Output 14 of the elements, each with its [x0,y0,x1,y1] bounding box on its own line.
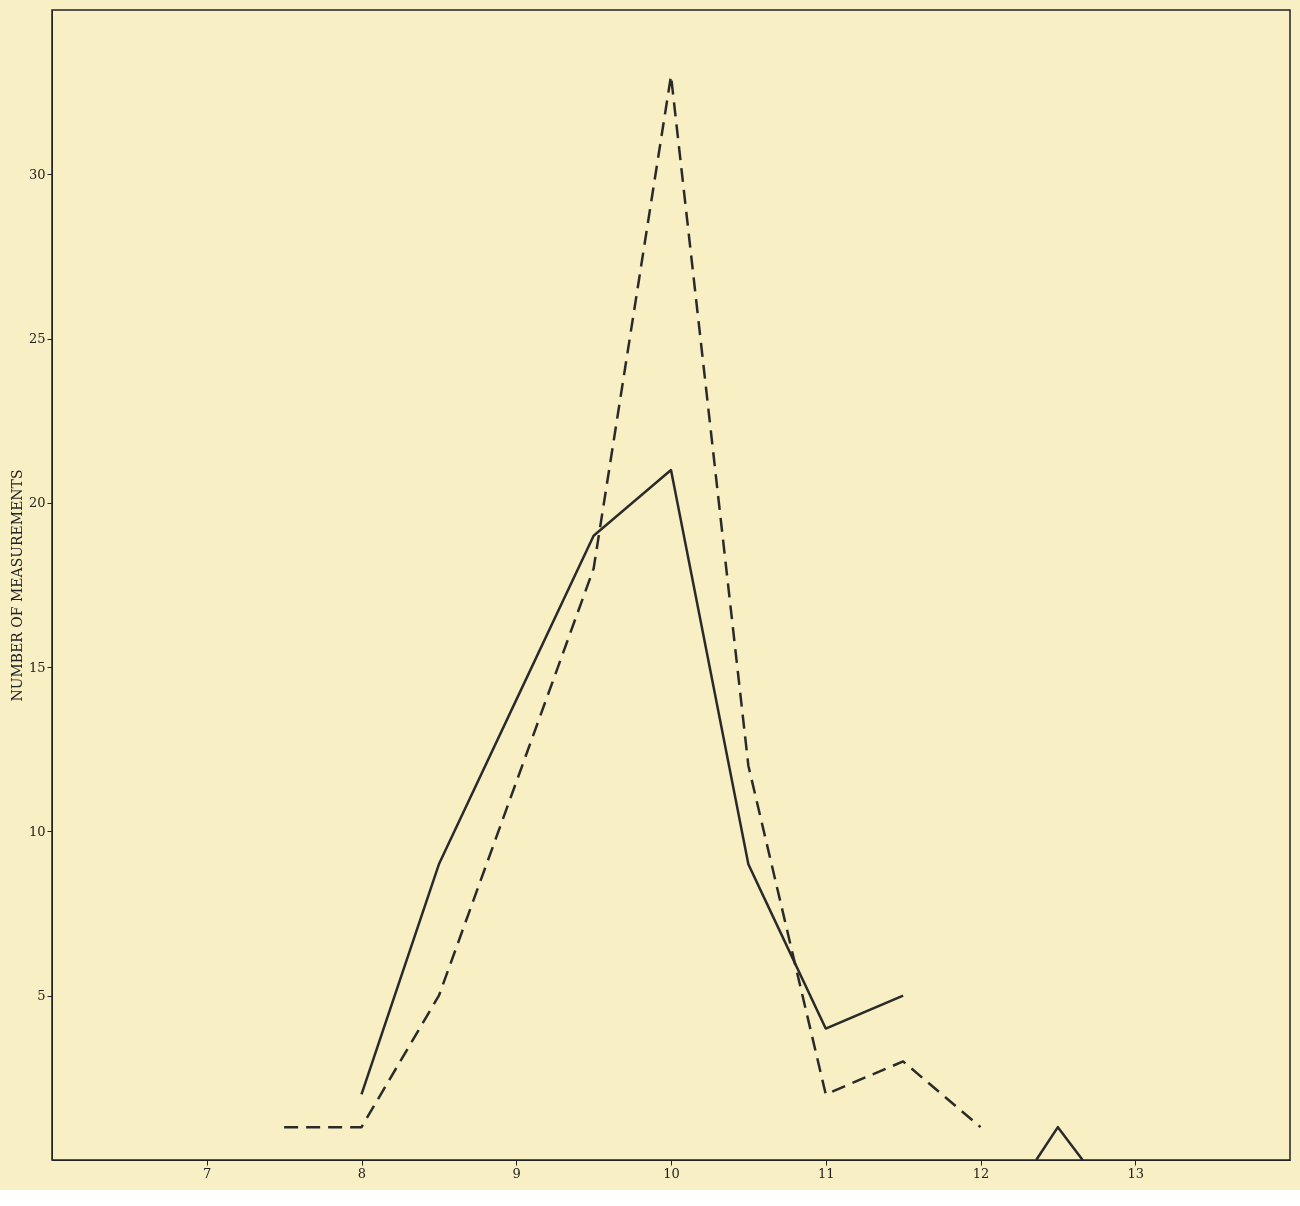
y-tick-label: 30 [28,166,46,182]
y-tick-label: 5 [37,988,46,1004]
x-tick-label: 7 [203,1165,212,1181]
x-tick-label: 11 [817,1165,835,1181]
x-tick-label: 8 [357,1165,367,1181]
y-tick-label: 25 [28,331,46,347]
x-tick-label: 12 [972,1165,990,1181]
x-tick-label: 9 [512,1165,521,1181]
x-tick-label: 10 [663,1165,680,1181]
y-axis-title: NUMBER OF MEASUREMENTS [8,469,25,702]
y-tick-label: 15 [28,659,46,675]
x-tick-label: 13 [1127,1165,1145,1181]
y-tick-label: 20 [28,495,46,511]
y-tick-label: 10 [28,823,46,839]
